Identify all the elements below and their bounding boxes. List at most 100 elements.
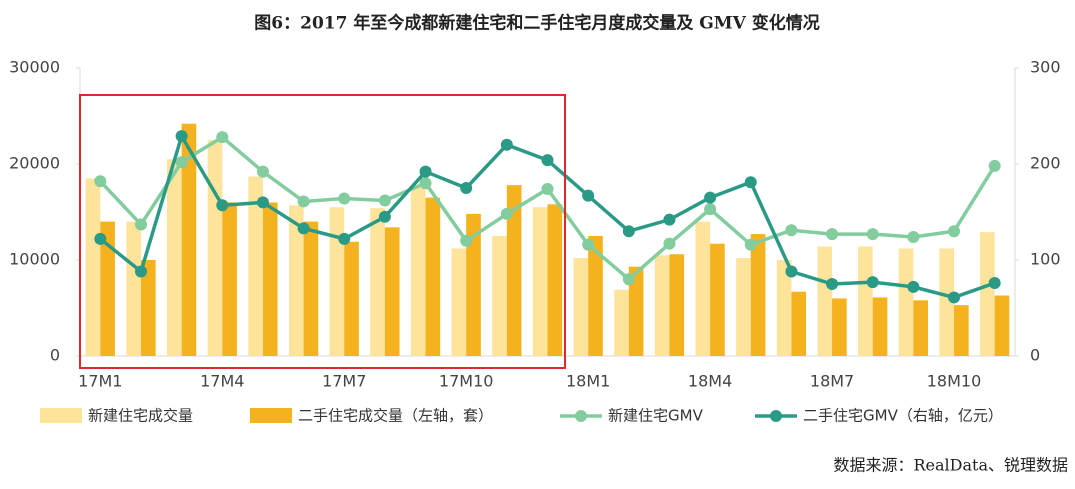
x-tick-label: 17M7 — [322, 372, 366, 391]
bar — [913, 300, 929, 356]
marker — [622, 225, 635, 238]
marker — [826, 228, 839, 241]
marker — [460, 234, 473, 247]
chart-title: 图6：2017 年至今成都新建住宅和二手住宅月度成交量及 GMV 变化情况 — [254, 13, 819, 34]
marker — [622, 273, 635, 286]
bar — [466, 213, 481, 356]
bar — [898, 248, 914, 356]
marker — [948, 225, 961, 238]
bar — [384, 227, 400, 356]
bar — [858, 246, 873, 356]
marker — [907, 230, 920, 243]
bar — [994, 295, 1010, 356]
marker — [297, 222, 310, 235]
bar — [669, 254, 685, 356]
bar — [166, 159, 182, 356]
legend-swatch — [770, 410, 782, 422]
source: 数据来源：RealData、锐理数据 — [833, 456, 1068, 475]
marker — [134, 265, 147, 278]
marker — [338, 192, 351, 205]
bar — [980, 232, 995, 356]
bar — [776, 260, 792, 356]
marker — [419, 165, 432, 178]
bar — [791, 291, 807, 356]
bar — [532, 207, 548, 356]
marker — [460, 182, 473, 194]
x-tick-label: 17M1 — [78, 372, 122, 391]
x-tick-label: 18M7 — [810, 372, 854, 391]
marker — [744, 238, 757, 251]
y-tick-label: 20000 — [9, 154, 60, 173]
y-tick-label: 30000 — [9, 58, 60, 77]
bar — [85, 178, 101, 356]
marker — [785, 224, 798, 237]
marker — [582, 189, 595, 202]
x-tick-label: 18M1 — [566, 372, 610, 391]
marker — [582, 238, 595, 251]
bar — [588, 236, 603, 356]
legend-swatch — [40, 408, 82, 423]
marker — [216, 199, 229, 212]
marker — [500, 207, 513, 220]
marker — [94, 175, 107, 188]
marker — [744, 176, 757, 189]
y2-tick-label: 100 — [1030, 250, 1061, 269]
marker — [175, 130, 188, 143]
marker — [500, 138, 513, 151]
marker — [948, 291, 961, 304]
bar — [262, 202, 278, 356]
bar — [344, 241, 359, 356]
bar — [614, 289, 629, 356]
bar — [222, 202, 237, 356]
bar — [425, 197, 441, 356]
marker — [378, 194, 391, 207]
bar — [710, 243, 725, 356]
marker — [297, 195, 310, 208]
x-tick-label: 18M4 — [688, 372, 732, 391]
bar — [750, 234, 766, 356]
marker — [988, 277, 1001, 290]
bar — [832, 298, 847, 356]
marker — [663, 237, 676, 250]
marker — [541, 154, 554, 167]
legend-swatch — [250, 408, 292, 423]
bar — [140, 260, 156, 356]
bar — [126, 221, 141, 356]
bar — [695, 221, 711, 356]
bar — [872, 297, 888, 356]
bar — [370, 208, 385, 356]
bar — [288, 205, 304, 356]
x-tick-label: 17M4 — [200, 372, 244, 391]
marker — [94, 232, 107, 245]
marker — [785, 265, 798, 278]
marker — [663, 213, 676, 226]
plot: 0 10000 20000 30000 0 100 200 300 17M1 17M4 17M7 17… — [9, 58, 1060, 425]
legend-label: 新建住宅成交量 — [88, 407, 193, 425]
y2-tick-label: 200 — [1030, 154, 1061, 173]
bar — [654, 255, 670, 356]
marker — [866, 276, 879, 289]
marker — [134, 218, 147, 231]
y2-tick-label: 300 — [1030, 58, 1061, 77]
y-tick-label: 0 — [50, 346, 60, 365]
marker — [378, 210, 391, 223]
bar — [451, 248, 467, 356]
bar — [248, 176, 263, 356]
y-tick-label: 10000 — [9, 250, 60, 269]
bar — [954, 305, 969, 356]
marker — [826, 278, 839, 290]
marker — [704, 191, 717, 204]
bar — [207, 140, 223, 356]
bar — [303, 221, 319, 356]
bar — [329, 207, 345, 356]
y2-tick-label: 0 — [1030, 346, 1040, 365]
bar — [100, 221, 115, 356]
marker — [175, 156, 188, 169]
bar — [181, 123, 197, 357]
marker — [907, 280, 920, 293]
bar — [547, 204, 563, 356]
bar — [506, 185, 522, 356]
marker — [256, 165, 269, 178]
legend-label: 二手住宅成交量（左轴，套） — [298, 407, 493, 425]
